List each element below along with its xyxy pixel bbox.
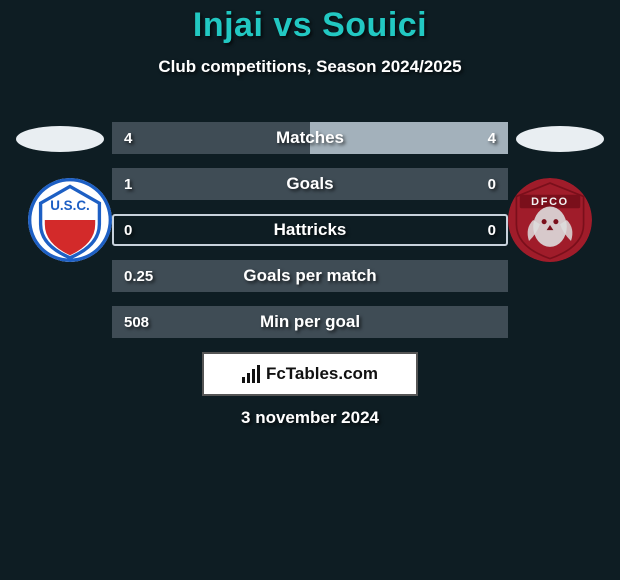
player-right-oval <box>516 126 604 152</box>
club-logo-left: U.S.C. <box>28 178 112 262</box>
stat-row: Min per goal508 <box>112 306 508 338</box>
page-title: Injai vs Souici <box>0 0 620 45</box>
stat-row: Goals per match0.25 <box>112 260 508 292</box>
stat-label: Goals <box>112 168 508 200</box>
stat-value-right: 4 <box>476 122 508 154</box>
stat-row: Hattricks0 0 <box>112 214 508 246</box>
stat-value-left: 0 <box>112 214 144 246</box>
stat-value-left: 0.25 <box>112 260 165 292</box>
club-logo-right: DFCO <box>508 178 592 262</box>
stats-panel: Matches44Goals10Hattricks00Goals per mat… <box>112 122 508 352</box>
stat-row: Goals1 0 <box>112 168 508 200</box>
subtitle: Club competitions, Season 2024/2025 <box>0 57 620 77</box>
player-left-oval <box>16 126 104 152</box>
stat-label: Goals per match <box>112 260 508 292</box>
bars-icon <box>242 365 260 383</box>
shield-icon: U.S.C. <box>28 178 112 262</box>
stat-row: Matches4 4 <box>112 122 508 154</box>
stat-value-right: 0 <box>476 168 508 200</box>
date-label: 3 november 2024 <box>0 408 620 428</box>
stat-label: Matches <box>112 122 508 154</box>
stat-value-left: 1 <box>112 168 144 200</box>
stat-value-right <box>484 306 508 338</box>
stat-value-left: 508 <box>112 306 161 338</box>
stat-label: Hattricks <box>112 214 508 246</box>
stat-value-right <box>484 260 508 292</box>
stat-label: Min per goal <box>112 306 508 338</box>
svg-text:U.S.C.: U.S.C. <box>50 198 90 213</box>
svg-text:DFCO: DFCO <box>531 196 569 208</box>
stat-value-right: 0 <box>476 214 508 246</box>
comparison-card: Injai vs Souici Club competitions, Seaso… <box>0 0 620 580</box>
shield-icon: DFCO <box>508 178 592 262</box>
watermark-badge: FcTables.com <box>202 352 418 396</box>
watermark-text: FcTables.com <box>266 364 378 384</box>
stat-value-left: 4 <box>112 122 144 154</box>
